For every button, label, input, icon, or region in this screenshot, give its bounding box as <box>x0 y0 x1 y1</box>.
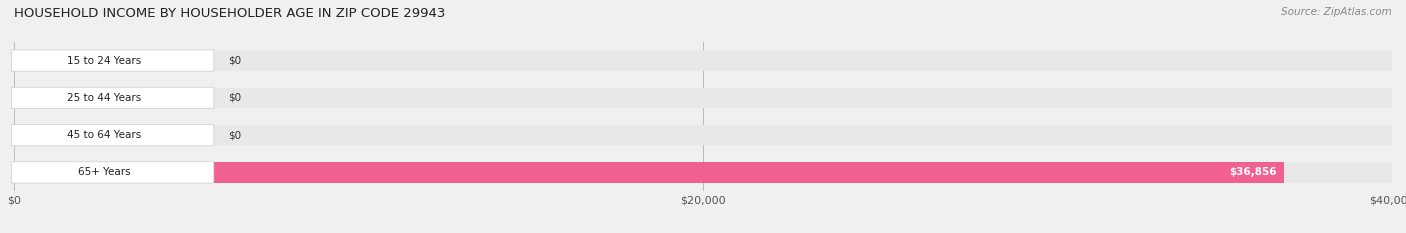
Text: $0: $0 <box>228 56 240 65</box>
Bar <box>14 50 1392 71</box>
FancyBboxPatch shape <box>11 50 214 71</box>
FancyBboxPatch shape <box>11 124 214 146</box>
Text: 15 to 24 Years: 15 to 24 Years <box>67 56 141 65</box>
Bar <box>14 88 1392 108</box>
Text: 65+ Years: 65+ Years <box>77 168 131 177</box>
Bar <box>14 162 1392 183</box>
Bar <box>14 125 1392 145</box>
Text: $36,856: $36,856 <box>1229 168 1277 177</box>
Text: 45 to 64 Years: 45 to 64 Years <box>67 130 141 140</box>
FancyBboxPatch shape <box>11 87 214 109</box>
Text: 25 to 44 Years: 25 to 44 Years <box>67 93 141 103</box>
Text: HOUSEHOLD INCOME BY HOUSEHOLDER AGE IN ZIP CODE 29943: HOUSEHOLD INCOME BY HOUSEHOLDER AGE IN Z… <box>14 7 446 20</box>
Text: $0: $0 <box>228 93 240 103</box>
FancyBboxPatch shape <box>11 162 214 183</box>
Text: $0: $0 <box>228 130 240 140</box>
Text: Source: ZipAtlas.com: Source: ZipAtlas.com <box>1281 7 1392 17</box>
Bar <box>14 162 1284 183</box>
